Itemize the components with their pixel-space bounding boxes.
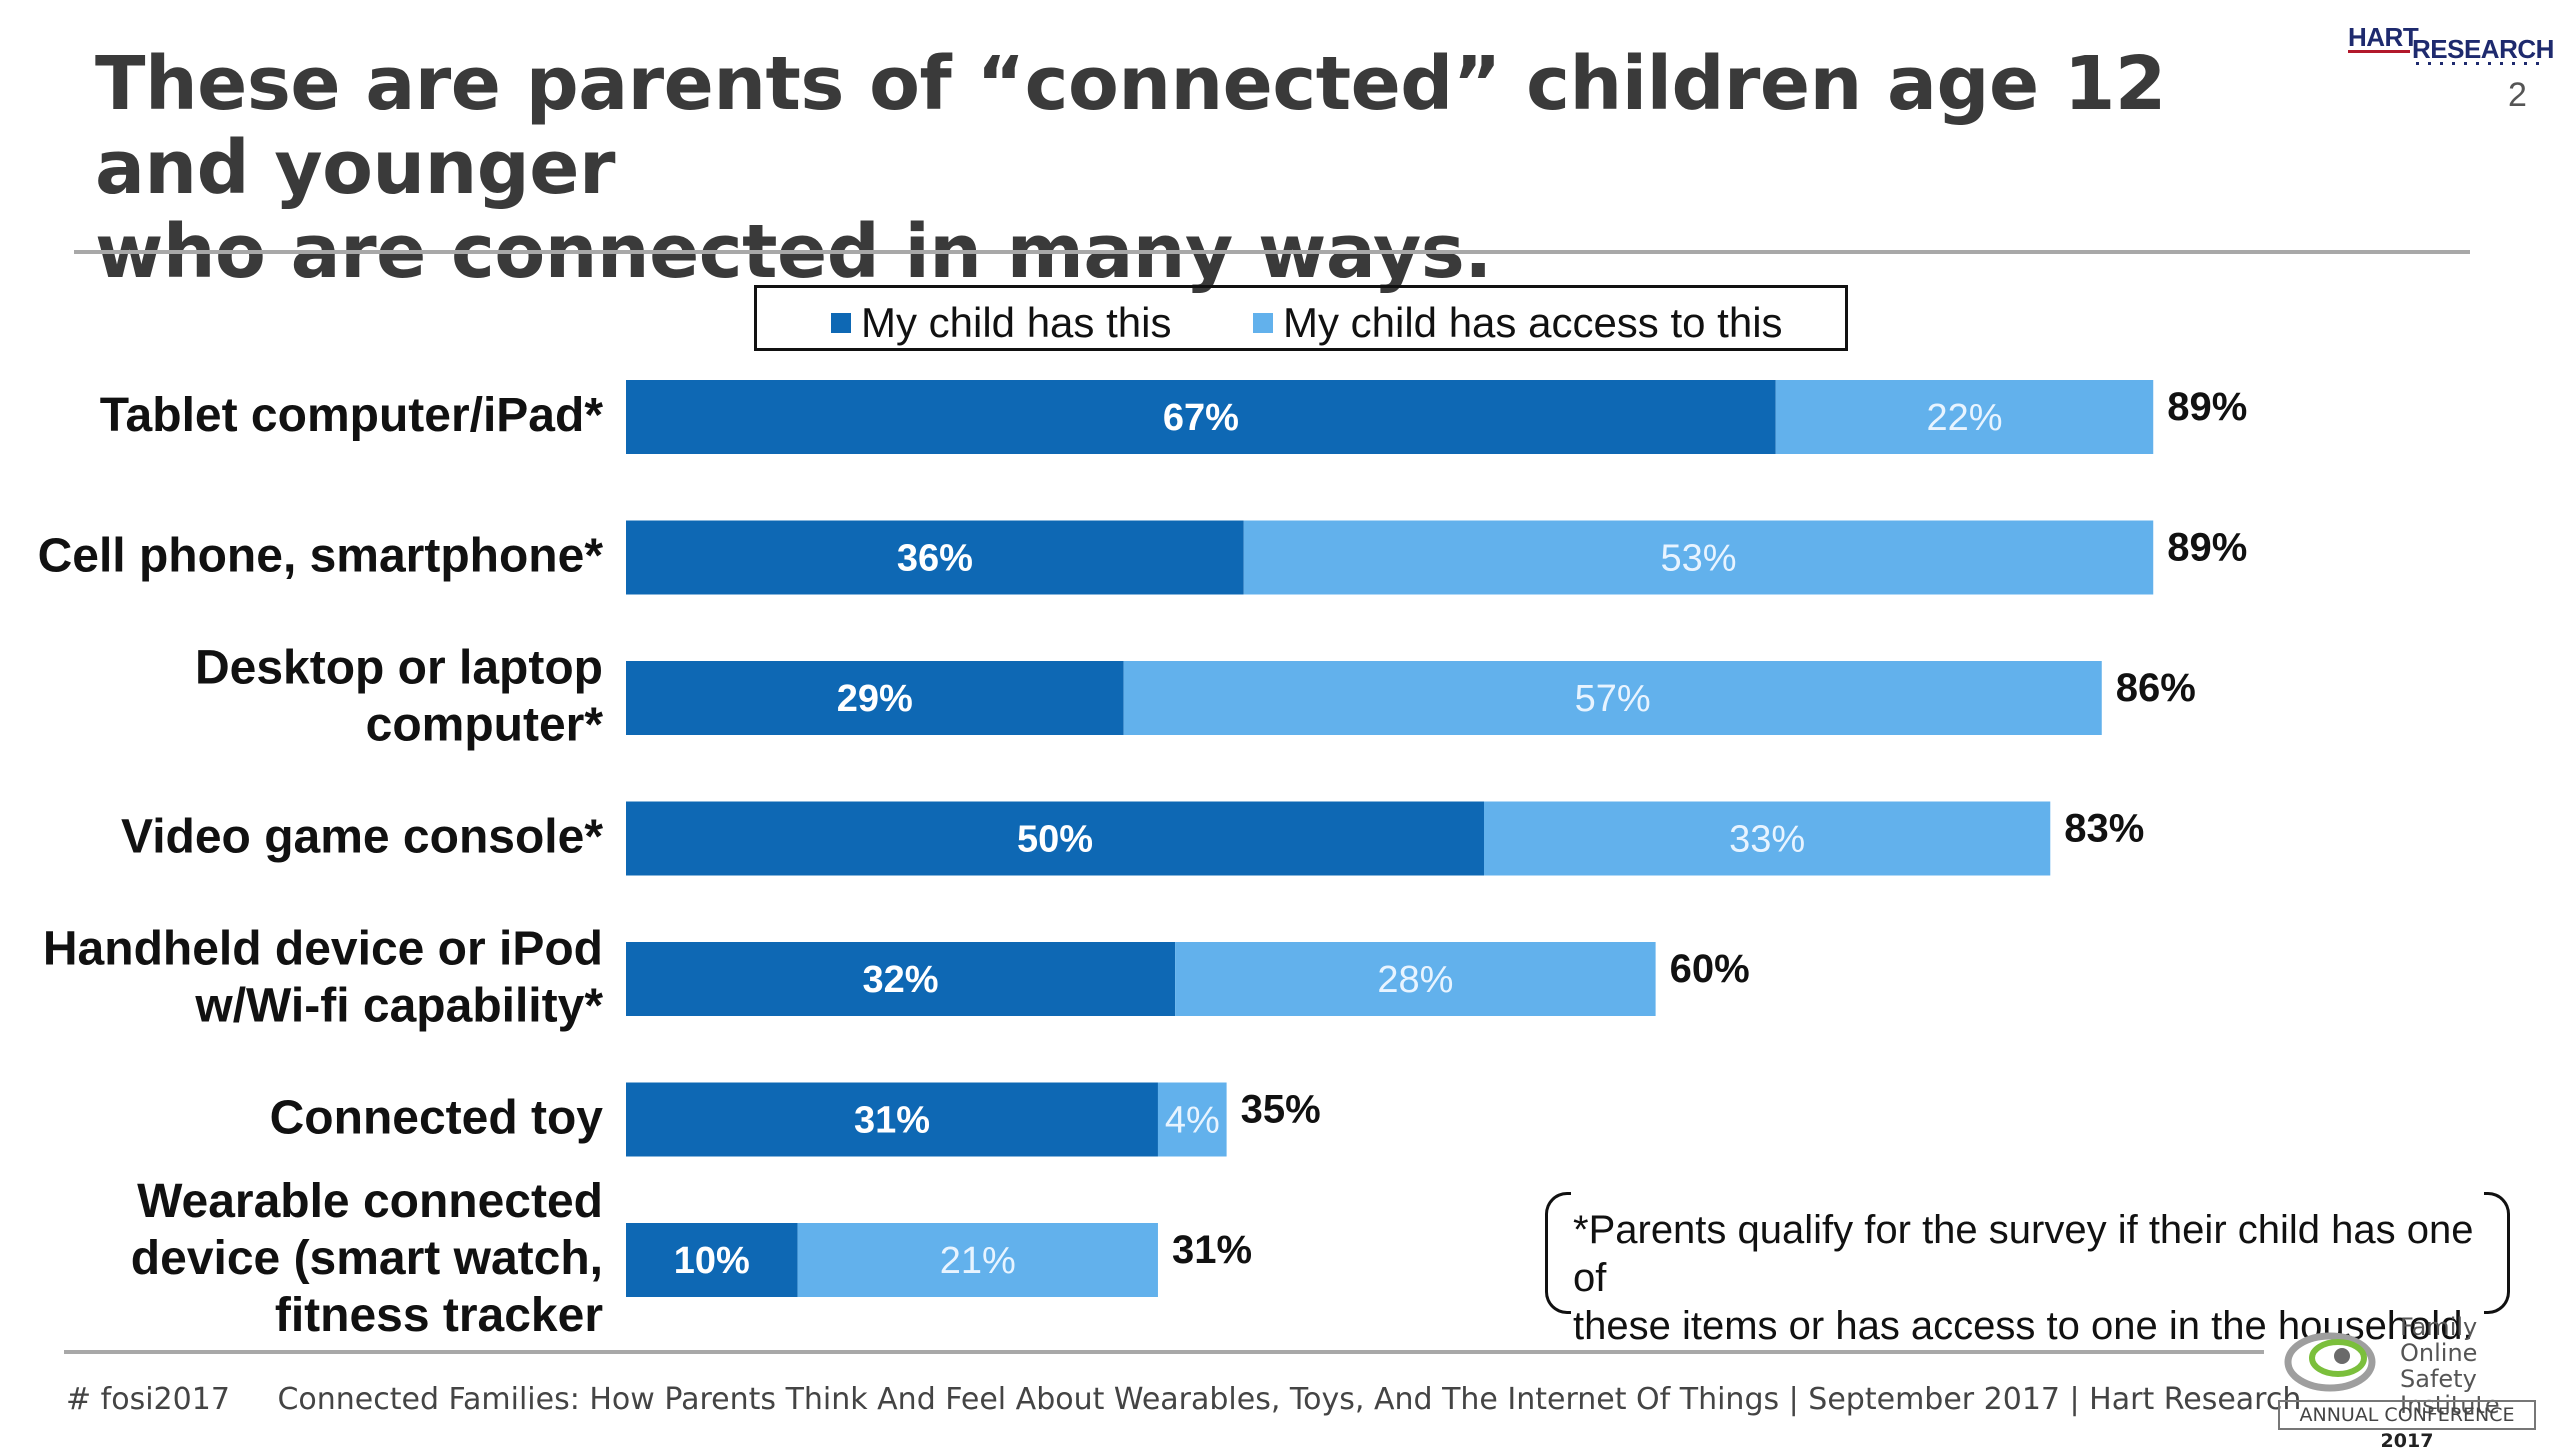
data-label-has-this-3: 50% [1017,819,1093,861]
chart-legend: My child has this My child has access to… [754,285,1848,351]
category-label-line: Tablet computer/iPad* [100,389,604,442]
data-label-has-this-0: 67% [1163,397,1239,439]
footnote-box: *Parents qualify for the survey if their… [1545,1192,2510,1348]
category-label-5: Connected toy [270,1092,604,1145]
footer-hashtag: # fosi2017 [66,1382,230,1417]
total-label-4: 60% [1670,947,1750,991]
page-number: 2 [2508,76,2527,114]
fosi-swirl-icon [2284,1332,2376,1392]
legend-label-has-access: My child has access to this [1283,299,1783,346]
data-label-has-access-6: 21% [940,1240,1016,1282]
title-line-1: These are parents of “connected” childre… [95,41,2166,211]
hart-research-logo: HART RESEARCH [2340,18,2554,74]
legend-label-has-this: My child has this [861,299,1172,346]
bar-has-access-6 [797,1223,1158,1297]
footer: # fosi2017 Connected Families: How Paren… [66,1382,2301,1417]
footnote-line-1: *Parents qualify for the survey if their… [1573,1208,2474,1300]
legend-item-has-access: My child has access to this [1253,299,1783,347]
total-label-3: 83% [2064,807,2144,851]
total-label-6: 31% [1172,1228,1252,1272]
bar-has-this-5 [626,1082,1158,1157]
legend-swatch-has-this [831,313,851,333]
category-label-line: Video game console* [121,811,603,864]
fosi-name: Family Online Safety Institute [2400,1314,2543,1418]
footnote-bracket-right [2484,1192,2510,1314]
category-label-line: fitness tracker [275,1289,603,1342]
top-divider [74,250,2470,254]
bottom-divider [64,1350,2264,1354]
data-label-has-this-4: 32% [863,959,939,1001]
legend-swatch-has-access [1253,313,1273,333]
category-label-2: Desktop or laptop computer* [195,642,603,752]
category-label-1: Cell phone, smartphone* [38,530,604,583]
category-label-line: w/Wi-fi capability* [194,980,603,1033]
total-label-0: 89% [2167,385,2247,429]
logo-dots [2416,62,2546,65]
data-label-has-this-2: 29% [837,678,913,720]
data-label-has-access-2: 57% [1575,678,1651,720]
data-label-has-access-1: 53% [1660,538,1736,580]
data-label-has-access-0: 22% [1926,397,2002,439]
category-label-line: computer* [366,699,604,752]
category-label-3: Video game console* [121,811,603,864]
bar-has-access-2 [1123,661,2102,735]
logo-rule [2348,50,2410,53]
fosi-name-line-3: Institute [2400,1391,2500,1419]
category-label-6: Wearable connected device (smart watch, fi… [131,1175,603,1342]
bar-has-this-0 [626,380,1776,454]
logo-word-hart: HART [2348,22,2419,52]
footer-source: Connected Families: How Parents Think An… [277,1382,2302,1417]
category-label-line: Wearable connected [137,1175,603,1228]
bar-has-access-5 [1157,1082,1227,1157]
fosi-conference-badge: ANNUAL CONFERENCE 2017 [2278,1400,2536,1452]
bar-has-this-2 [626,661,1124,735]
total-label-1: 89% [2167,526,2247,570]
bar-has-access-3 [1484,801,2051,876]
fosi-name-line-1: Family [2400,1313,2478,1341]
data-label-has-this-1: 36% [897,538,973,580]
total-label-2: 86% [2116,666,2196,710]
fosi-conference-label: ANNUAL CONFERENCE [2299,1404,2515,1426]
data-label-has-this-6: 10% [674,1240,750,1282]
fosi-logo: Family Online Safety Institute ANNUAL CO… [2278,1312,2543,1452]
bar-has-this-4 [626,942,1176,1016]
data-label-has-access-3: 33% [1729,819,1805,861]
category-label-line: Handheld device or iPod [43,923,603,976]
logo-word-research: RESEARCH [2412,34,2554,64]
bar-has-access-0 [1775,380,2154,454]
bar-has-access-4 [1175,942,1656,1016]
category-label-0: Tablet computer/iPad* [100,389,604,442]
fosi-conference-year: 2017 [2380,1430,2434,1452]
category-label-line: Desktop or laptop [195,642,603,695]
category-label-4: Handheld device or iPod w/Wi-fi capabilit… [43,923,603,1033]
footnote-line-2: these items or has access to one in the … [1573,1304,2474,1348]
category-label-line: Cell phone, smartphone* [38,530,604,583]
bar-has-access-1 [1243,520,2154,595]
total-label-5: 35% [1241,1088,1321,1132]
footnote-bracket-left [1545,1192,1571,1314]
legend-item-has-this: My child has this [831,299,1171,347]
bar-has-this-3 [626,801,1484,876]
bar-has-this-1 [626,520,1244,595]
data-label-has-access-5: 4% [1165,1100,1220,1142]
category-label-line: device (smart watch, [131,1232,603,1285]
data-label-has-this-5: 31% [854,1100,930,1142]
category-label-line: Connected toy [270,1092,604,1145]
bar-has-this-6 [626,1223,798,1297]
data-label-has-access-4: 28% [1377,959,1453,1001]
fosi-name-line-2: Online Safety [2400,1339,2478,1393]
